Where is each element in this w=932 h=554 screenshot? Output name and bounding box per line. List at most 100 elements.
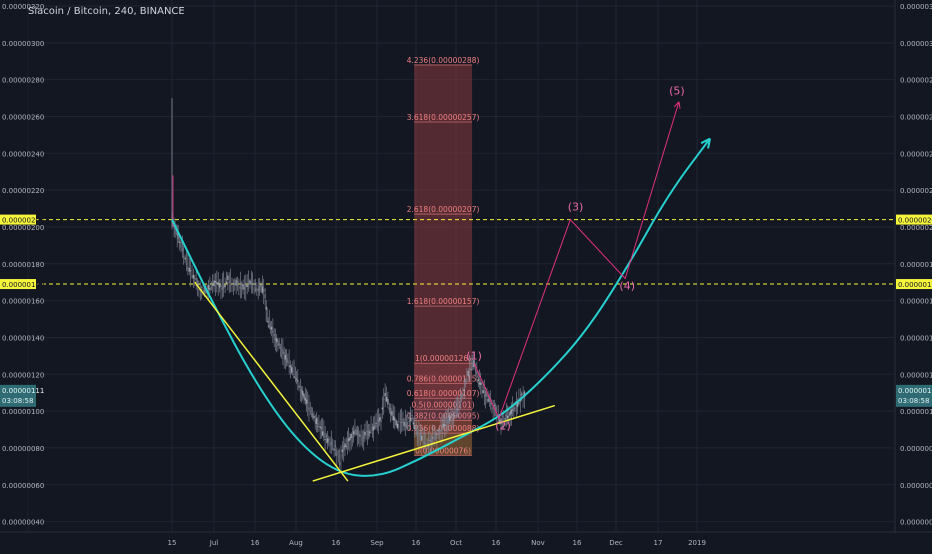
price-candle-body bbox=[235, 279, 237, 286]
price-candle-body bbox=[183, 256, 185, 257]
price-candle-body bbox=[354, 429, 356, 431]
x-tick-label: Sep bbox=[370, 539, 384, 547]
price-candle-body bbox=[405, 422, 408, 428]
price-candle-body bbox=[341, 449, 344, 452]
price-candle-body bbox=[460, 394, 463, 399]
price-candle-body bbox=[349, 437, 351, 441]
price-candle-body bbox=[313, 416, 315, 419]
x-tick-label: 16 bbox=[492, 539, 501, 547]
price-candle-body bbox=[423, 441, 426, 445]
price-candle-body bbox=[280, 348, 283, 349]
fib-band bbox=[414, 383, 473, 399]
x-tick-label: 16 bbox=[412, 539, 421, 547]
price-candle-body bbox=[509, 411, 511, 416]
price-candle-body bbox=[445, 419, 447, 426]
price-candle-body bbox=[250, 281, 253, 286]
price-candle-body bbox=[236, 281, 239, 286]
price-candle-body bbox=[380, 419, 382, 423]
price-candle-body bbox=[285, 358, 288, 363]
price-candle-body bbox=[253, 283, 255, 285]
price-candle-body bbox=[231, 283, 233, 286]
x-tick-label: 17 bbox=[654, 539, 663, 547]
y-tick-label-right: 0.00000100 bbox=[900, 408, 932, 416]
price-candle-body bbox=[292, 374, 294, 376]
price-candle-body bbox=[374, 425, 376, 429]
price-candle-body bbox=[400, 422, 403, 423]
fib-level-label: 2.618(0.00000207) bbox=[407, 205, 480, 214]
price-candle-body bbox=[412, 422, 415, 425]
price-candle-body bbox=[476, 371, 478, 375]
wave-label: (1) bbox=[466, 350, 482, 363]
yellow-trendline-1 bbox=[194, 281, 349, 482]
price-candle-body bbox=[508, 414, 510, 416]
price-candle-body bbox=[319, 426, 321, 428]
price-candle-body bbox=[357, 433, 360, 434]
y-tick-label-right: 0.00000180 bbox=[900, 261, 932, 269]
price-candle-body bbox=[385, 397, 388, 402]
price-candle-body bbox=[336, 450, 338, 456]
price-candle-body bbox=[361, 439, 364, 441]
price-candle-body bbox=[359, 434, 361, 437]
price-candle-body bbox=[471, 362, 473, 364]
y-tick-label-right: 0.00000320 bbox=[900, 3, 932, 11]
price-level-label-left: 0.00000169 bbox=[2, 281, 44, 289]
price-candle-body bbox=[220, 285, 222, 288]
price-candle-body bbox=[272, 330, 274, 333]
y-tick-label-left: 0.00000200 bbox=[2, 224, 44, 232]
price-candle-body bbox=[185, 263, 188, 265]
y-tick-label-left: 0.00000080 bbox=[2, 445, 44, 453]
wave-label: (3) bbox=[568, 200, 584, 213]
price-level-box-right bbox=[896, 214, 932, 225]
price-candle-body bbox=[265, 306, 267, 310]
chart-title: Siacoin / Bitcoin, 240, BINANCE bbox=[28, 6, 185, 17]
x-tick-label: 2019 bbox=[688, 539, 706, 547]
fib-level-label: 0(0.00000076) bbox=[415, 446, 471, 455]
price-candle-body bbox=[365, 433, 367, 434]
price-candle-body bbox=[177, 232, 179, 239]
price-candle-body bbox=[407, 427, 409, 429]
price-candle-body bbox=[404, 423, 407, 427]
price-candle-body bbox=[330, 442, 333, 445]
price-candle-body bbox=[297, 380, 299, 382]
price-candle-body bbox=[195, 278, 197, 281]
parabola-curve bbox=[171, 137, 711, 477]
price-candle-body bbox=[263, 288, 265, 292]
price-candle-body bbox=[343, 446, 345, 451]
price-candle-body bbox=[294, 377, 297, 380]
price-candle-body bbox=[207, 285, 210, 290]
y-tick-label-left: 0.00000240 bbox=[2, 150, 44, 158]
price-candle-body bbox=[437, 430, 439, 432]
price-candle-body bbox=[180, 241, 182, 248]
price-candle-body bbox=[425, 443, 427, 445]
price-candle-body bbox=[434, 433, 437, 439]
price-candle-body bbox=[364, 431, 366, 436]
x-tick-label: Jul bbox=[209, 539, 219, 547]
price-candle-body bbox=[470, 369, 472, 371]
price-candle-body bbox=[278, 343, 280, 346]
x-tick-label: Oct bbox=[450, 539, 462, 547]
price-candle-body bbox=[418, 434, 420, 436]
price-candle-body bbox=[356, 430, 359, 436]
y-tick-label-right: 0.00000260 bbox=[900, 113, 932, 121]
price-candle-body bbox=[420, 435, 423, 441]
price-candle-body bbox=[216, 282, 218, 285]
price-candle-body bbox=[284, 354, 287, 360]
parabola-arrowhead bbox=[700, 137, 711, 149]
price-candle-body bbox=[228, 281, 230, 283]
price-candle-body bbox=[504, 417, 506, 420]
price-candle-body bbox=[217, 282, 219, 285]
price-candle-body bbox=[295, 378, 298, 380]
current-price-box-right bbox=[896, 384, 932, 407]
price-candle-body bbox=[245, 285, 247, 288]
price-candle-body bbox=[293, 376, 295, 378]
price-candle-body bbox=[205, 289, 207, 294]
price-candle-body bbox=[310, 413, 313, 415]
current-price-label-left: 0.00000111 bbox=[2, 387, 44, 395]
price-candle-body bbox=[176, 233, 178, 236]
price-candle-body bbox=[472, 362, 474, 367]
x-tick-label: 16 bbox=[573, 539, 582, 547]
fib-level-label: 4.236(0.00000288) bbox=[407, 56, 480, 65]
yellow-trendline-2 bbox=[312, 404, 556, 482]
y-tick-label-left: 0.00000120 bbox=[2, 371, 44, 379]
price-candle-body bbox=[468, 367, 471, 370]
